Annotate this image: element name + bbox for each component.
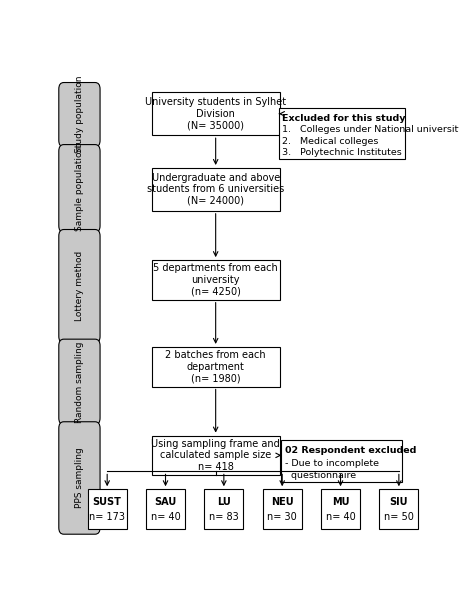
Text: SAU: SAU (154, 497, 177, 507)
Text: Undergraduate and above
students from 6 universities
(N= 24000): Undergraduate and above students from 6 … (147, 173, 284, 206)
FancyBboxPatch shape (151, 92, 280, 135)
Text: n= 50: n= 50 (384, 513, 414, 522)
Text: PPS sampling: PPS sampling (75, 448, 84, 508)
Text: Study population: Study population (75, 76, 84, 153)
Text: n= 40: n= 40 (151, 513, 180, 522)
Text: 02 Respondent excluded: 02 Respondent excluded (285, 447, 416, 456)
Text: questionnaire: questionnaire (285, 471, 356, 479)
FancyBboxPatch shape (88, 489, 127, 529)
FancyBboxPatch shape (281, 440, 403, 482)
Text: 5 departments from each
university
(n= 4250): 5 departments from each university (n= 4… (153, 263, 278, 296)
FancyBboxPatch shape (59, 230, 100, 343)
Text: - Due to incomplete: - Due to incomplete (285, 459, 379, 467)
Text: Sample population: Sample population (75, 146, 84, 231)
FancyBboxPatch shape (379, 489, 419, 529)
FancyBboxPatch shape (151, 168, 280, 211)
FancyBboxPatch shape (59, 82, 100, 147)
Text: Lottery method: Lottery method (75, 251, 84, 321)
Text: n= 83: n= 83 (209, 513, 239, 522)
FancyBboxPatch shape (263, 489, 302, 529)
FancyBboxPatch shape (151, 347, 280, 387)
Text: MU: MU (332, 497, 349, 507)
Text: 3.   Polytechnic Institutes: 3. Polytechnic Institutes (282, 148, 402, 157)
Text: 1.   Colleges under National university: 1. Colleges under National university (282, 125, 459, 135)
Text: n= 40: n= 40 (325, 513, 355, 522)
Text: 2.   Medical colleges: 2. Medical colleges (282, 137, 379, 146)
FancyBboxPatch shape (59, 339, 100, 425)
FancyBboxPatch shape (59, 422, 100, 534)
Text: SUST: SUST (93, 497, 122, 507)
Text: 2 batches from each
department
(n= 1980): 2 batches from each department (n= 1980) (165, 350, 266, 383)
FancyBboxPatch shape (151, 260, 280, 300)
FancyBboxPatch shape (279, 108, 405, 159)
Text: Random sampling: Random sampling (75, 341, 84, 422)
FancyBboxPatch shape (146, 489, 185, 529)
FancyBboxPatch shape (204, 489, 243, 529)
FancyBboxPatch shape (59, 145, 100, 232)
Text: University students in Sylhet
Division
(N= 35000): University students in Sylhet Division (… (145, 97, 286, 130)
Text: Using sampling frame and
calculated sample size
n= 418: Using sampling frame and calculated samp… (151, 439, 280, 472)
FancyBboxPatch shape (321, 489, 360, 529)
Text: n= 30: n= 30 (267, 513, 297, 522)
Text: Excluded for this study: Excluded for this study (282, 114, 406, 123)
Text: SIU: SIU (390, 497, 408, 507)
Text: LU: LU (217, 497, 231, 507)
FancyBboxPatch shape (151, 436, 280, 475)
Text: NEU: NEU (271, 497, 293, 507)
Text: n= 173: n= 173 (89, 513, 125, 522)
